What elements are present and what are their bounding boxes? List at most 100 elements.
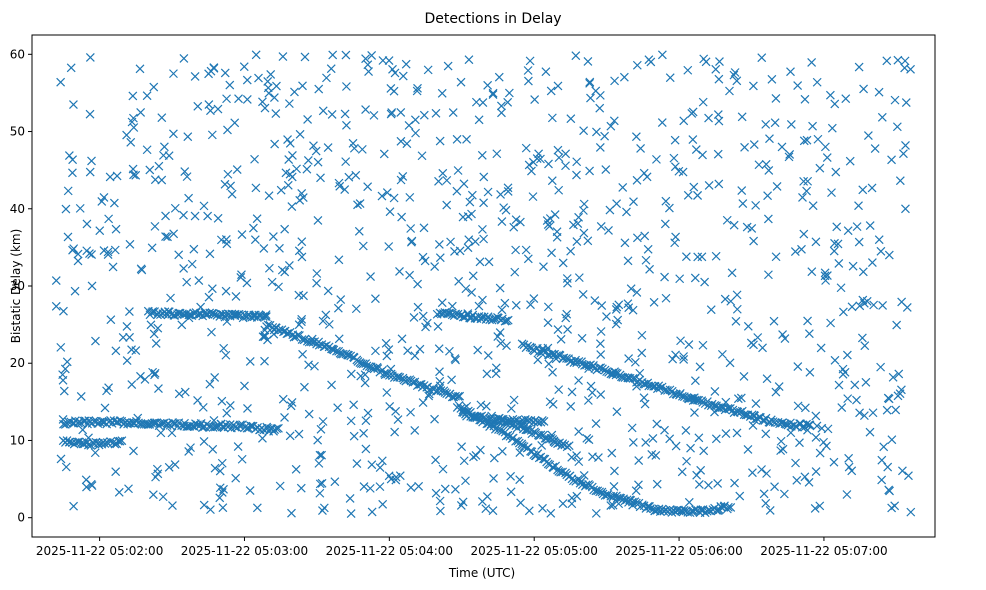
detection-marker (884, 250, 894, 260)
detection-marker (645, 264, 655, 274)
detection-marker (521, 245, 531, 255)
detection-marker (198, 402, 208, 412)
detection-marker (868, 408, 878, 418)
detection-marker (450, 247, 459, 256)
detection-marker (777, 142, 787, 152)
detection-marker (748, 468, 757, 478)
detection-marker (435, 136, 445, 146)
detection-marker (878, 301, 888, 310)
detection-marker (179, 263, 189, 273)
detection-marker (318, 106, 328, 116)
detection-marker (406, 224, 416, 233)
detection-marker (215, 466, 225, 476)
detection-marker (231, 291, 241, 301)
detection-marker (87, 281, 97, 291)
detection-marker (349, 400, 359, 410)
detection-marker (619, 72, 629, 82)
detection-marker (163, 232, 172, 242)
detection-marker (670, 162, 680, 172)
detection-marker (546, 86, 556, 96)
detection-marker (815, 501, 825, 511)
track-marker (491, 313, 500, 323)
detection-marker (166, 293, 175, 303)
detection-marker (367, 460, 377, 470)
detection-marker (82, 482, 91, 492)
detection-marker (396, 136, 406, 146)
track-marker (94, 440, 104, 450)
detection-marker (205, 379, 215, 389)
track-marker (369, 364, 379, 374)
detection-marker (833, 239, 843, 249)
detection-marker (574, 427, 584, 437)
detection-marker (154, 161, 164, 171)
detection-marker (632, 381, 641, 391)
detection-marker (406, 407, 415, 417)
detection-marker (802, 135, 812, 145)
detection-marker (762, 374, 772, 384)
detection-marker (634, 456, 644, 465)
detection-marker (75, 203, 85, 213)
detection-marker (660, 219, 670, 229)
detection-marker (127, 380, 137, 389)
detection-marker (413, 83, 422, 93)
detection-marker (375, 463, 385, 472)
detection-marker (481, 504, 491, 514)
detection-marker (128, 164, 138, 174)
detection-marker (149, 329, 159, 339)
detection-marker (639, 393, 649, 403)
detection-marker (309, 141, 318, 151)
detection-marker (692, 470, 702, 480)
detection-marker (158, 492, 168, 502)
detection-marker (378, 499, 388, 509)
detection-marker (398, 172, 408, 181)
track-marker (306, 337, 316, 347)
detection-marker (222, 239, 232, 249)
detection-marker (843, 394, 853, 404)
detection-marker (704, 480, 713, 490)
detection-marker (799, 229, 809, 239)
detection-marker (893, 55, 903, 65)
detection-marker (855, 408, 865, 418)
detection-marker (111, 346, 121, 356)
detection-marker (528, 192, 538, 202)
detection-marker (467, 190, 477, 200)
detection-marker (882, 56, 892, 66)
detection-marker (725, 358, 735, 368)
detection-marker (51, 276, 61, 285)
detection-marker (577, 333, 587, 343)
track-marker (126, 418, 135, 428)
detection-marker (276, 185, 286, 195)
detection-marker (302, 164, 312, 174)
detection-marker (761, 429, 771, 439)
detection-marker (595, 90, 605, 100)
detection-marker (602, 312, 611, 322)
detection-marker (637, 348, 647, 358)
detection-marker (312, 269, 322, 278)
track-marker (106, 437, 115, 446)
detection-marker (245, 356, 255, 366)
track-marker (523, 341, 532, 351)
detection-marker (815, 448, 825, 458)
detection-marker (567, 452, 577, 462)
detection-marker (434, 176, 443, 186)
detection-marker (604, 226, 613, 235)
detection-marker (610, 76, 620, 86)
detection-marker (205, 249, 215, 259)
detection-marker (893, 391, 903, 401)
detection-marker (891, 405, 901, 415)
detection-marker (174, 389, 184, 399)
detection-marker (284, 155, 294, 165)
detection-marker (193, 101, 203, 111)
detection-marker (220, 68, 230, 78)
detection-marker (174, 250, 184, 260)
detection-marker (737, 186, 747, 195)
detection-marker (397, 334, 407, 344)
detection-marker (553, 325, 563, 334)
detection-marker (370, 294, 380, 304)
detection-marker (690, 376, 700, 386)
detection-marker (258, 97, 267, 107)
detection-marker (811, 467, 821, 476)
detection-marker (272, 81, 281, 91)
detection-marker (215, 493, 225, 503)
detection-marker (268, 232, 278, 242)
